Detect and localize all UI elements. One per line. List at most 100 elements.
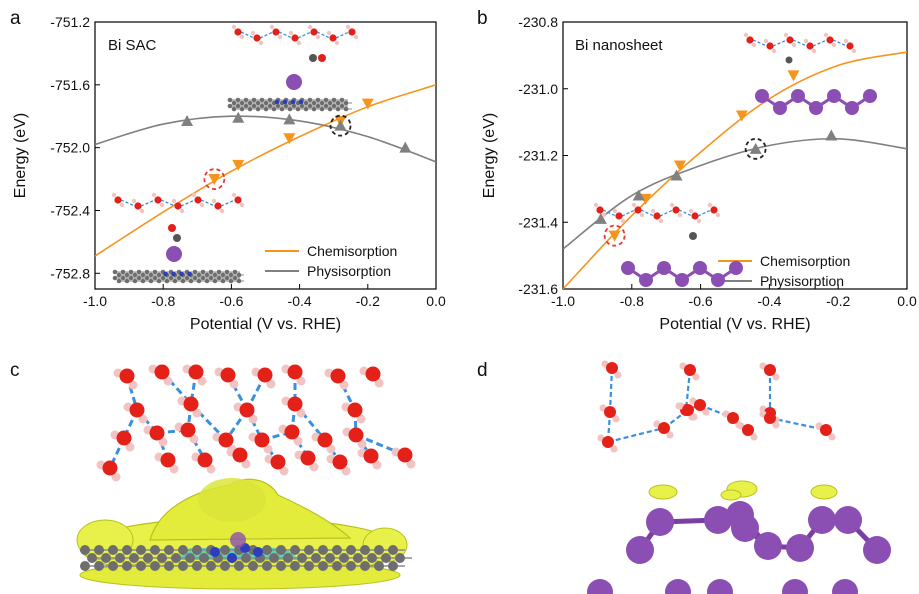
iso-lobe-1 xyxy=(648,484,678,500)
x-tick-label: 0.0 xyxy=(426,293,446,309)
oxygen-atom xyxy=(218,432,234,448)
hydrogen-atom xyxy=(639,212,645,218)
carbon-atom xyxy=(228,278,234,284)
data-point-chemisorption xyxy=(673,160,686,172)
bi-atom xyxy=(707,579,733,594)
hbond xyxy=(259,31,274,39)
hydrogen-atom xyxy=(139,208,145,214)
bi-atom xyxy=(786,534,814,562)
hydrogen-atom xyxy=(296,376,306,386)
carbon-atom xyxy=(279,106,285,112)
carbon-atom xyxy=(129,553,139,563)
hydrogen-atom xyxy=(248,414,258,424)
x-tick-label: -1.0 xyxy=(551,293,575,309)
carbon-atom xyxy=(204,272,210,278)
hydrogen-atom xyxy=(666,431,674,439)
nitrogen-atom xyxy=(274,99,280,105)
carbon-atom xyxy=(216,275,222,281)
graphene-slab-c xyxy=(80,532,412,571)
hydrogen-atom xyxy=(197,376,207,386)
hydrogen-atom xyxy=(690,413,698,421)
hydrogen-atom xyxy=(169,464,179,474)
oxygen-atom xyxy=(102,460,118,476)
hbond xyxy=(832,39,848,47)
hydrogen-atom xyxy=(326,444,336,454)
panel-label-b: b xyxy=(477,8,488,29)
carbon-atom xyxy=(299,103,305,109)
hbond xyxy=(752,39,768,47)
bi-atom xyxy=(693,261,707,275)
carbon-atom xyxy=(199,553,209,563)
carbon-atom xyxy=(335,106,341,112)
carbon-atom xyxy=(87,553,97,563)
hydrogen-atom xyxy=(192,408,202,418)
carbon-atom xyxy=(150,561,160,571)
carbon-atom xyxy=(360,561,370,571)
carbon-atom xyxy=(80,561,90,571)
oxygen-atom xyxy=(220,367,236,383)
bi-atom xyxy=(626,536,654,564)
hydrogen-atom xyxy=(309,462,319,472)
carbon-atom xyxy=(212,272,218,278)
oxygen-atom xyxy=(284,424,300,440)
hydrogen-atom xyxy=(189,434,199,444)
carbon-atom xyxy=(196,278,202,284)
carbon-atom xyxy=(304,561,314,571)
carbon-atom xyxy=(157,553,167,563)
carbon-atom xyxy=(156,278,162,284)
oxygen-atom xyxy=(658,422,670,434)
oxygen-atom xyxy=(188,364,204,380)
oxygen-atom xyxy=(239,402,255,418)
x-tick-label: -0.8 xyxy=(620,293,644,309)
hbond xyxy=(189,402,228,442)
carbon-atom xyxy=(275,103,281,109)
carbon-atom xyxy=(243,103,249,109)
carbon-atom xyxy=(180,278,186,284)
oxygen-atom xyxy=(183,396,199,412)
hydrogen-atom xyxy=(601,212,607,218)
oxygen-atom xyxy=(596,206,604,214)
hydrogen-atom xyxy=(296,40,302,46)
carbon-atom xyxy=(101,553,111,563)
hbond xyxy=(220,199,236,207)
hbond xyxy=(602,209,617,217)
oxygen-atom xyxy=(154,196,162,204)
oxygen-atom xyxy=(287,364,303,380)
bi-atom xyxy=(845,101,859,115)
nitrogen-atom xyxy=(171,271,176,277)
carbon-atom xyxy=(346,545,356,555)
oxygen-atom xyxy=(602,436,614,448)
carbon-atom xyxy=(116,278,122,284)
hydrogen-atom xyxy=(406,459,416,469)
hydrogen-atom xyxy=(772,373,780,381)
carbon-atom xyxy=(212,278,218,284)
hydrogen-atom xyxy=(269,24,275,30)
hydrogen-atom xyxy=(715,212,721,218)
hydrogen-atom xyxy=(669,202,675,208)
y-tick-label: -751.6 xyxy=(50,77,90,93)
bi-atom xyxy=(832,579,858,594)
hydrogen-atom xyxy=(211,198,217,204)
isosurface-peak xyxy=(198,478,266,522)
carbon-atom xyxy=(343,106,349,112)
highlight-circle xyxy=(203,168,226,190)
oxygen-atom xyxy=(682,404,694,416)
molecular-insets xyxy=(111,24,359,284)
data-point-physisorption xyxy=(825,129,838,141)
carbon-atom xyxy=(332,561,342,571)
carbon-atom xyxy=(259,103,265,109)
x-tick-label: -0.8 xyxy=(151,293,175,309)
oxygen-atom xyxy=(114,196,122,204)
oxygen-atom xyxy=(149,425,165,441)
hbond xyxy=(659,209,674,217)
bi-atom xyxy=(639,273,653,287)
bi-atom xyxy=(657,261,671,275)
carbon-atom xyxy=(339,103,345,109)
bi-atom xyxy=(863,89,877,103)
bi-atom xyxy=(731,514,759,542)
y-tick-label: -752.4 xyxy=(50,202,90,218)
data-point-chemisorption xyxy=(787,70,800,82)
oxygen-atom xyxy=(332,454,348,470)
chart-a: -1.0 -0.8 -0.6 -0.4 -0.2 0.0 -751.2 -751.6 -752.… xyxy=(12,14,446,333)
hydrogen-atom xyxy=(696,218,702,224)
